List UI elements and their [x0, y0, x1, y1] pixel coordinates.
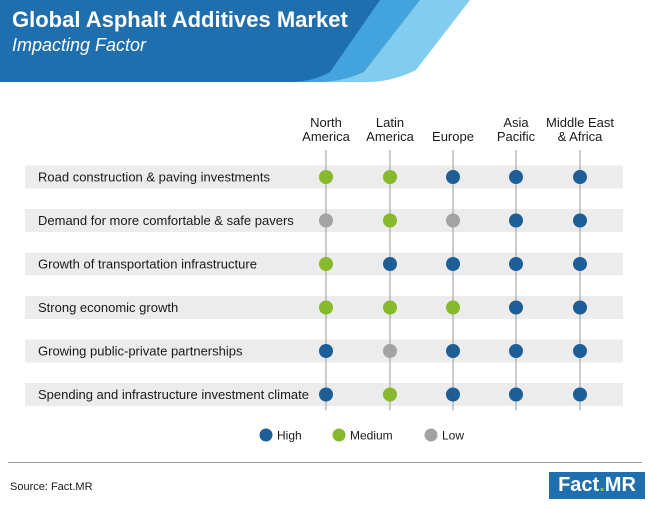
legend-label: Low — [442, 429, 464, 443]
row-bands — [25, 165, 623, 406]
impact-dot-high — [446, 257, 460, 271]
impact-dot-low — [319, 213, 333, 228]
impact-dot-high — [446, 170, 460, 184]
column-header: Middle East — [546, 115, 614, 130]
legend-label: Medium — [350, 429, 393, 443]
row-label: Spending and infrastructure investment c… — [38, 387, 309, 402]
column-header: Europe — [432, 129, 474, 144]
row-label: Demand for more comfortable & safe paver… — [38, 213, 294, 228]
impact-dot-medium — [319, 300, 333, 315]
column-header: North — [310, 115, 342, 130]
impact-dot-high — [509, 300, 523, 315]
impact-dot-high — [573, 170, 587, 184]
row-label: Strong economic growth — [38, 300, 178, 315]
impact-dot-medium — [319, 257, 333, 271]
legend-swatch-medium — [332, 428, 346, 442]
impact-dot-high — [573, 344, 587, 358]
source-note: Source: Fact.MR — [10, 481, 93, 493]
impact-dot-high — [446, 387, 460, 402]
impact-dot-high — [573, 213, 587, 228]
column-header: Pacific — [497, 129, 536, 144]
title-banner — [0, 0, 470, 82]
impact-dot-high — [446, 344, 460, 358]
row-label: Road construction & paving investments — [38, 170, 270, 185]
impact-dot-high — [319, 387, 333, 402]
impact-dot-medium — [383, 213, 397, 228]
impact-dot-medium — [383, 387, 397, 402]
column-lines — [325, 150, 581, 411]
column-header: & Africa — [558, 129, 604, 144]
chart-title: Global Asphalt Additives Market — [12, 7, 348, 32]
impact-dot-high — [573, 300, 587, 315]
impact-dot-high — [383, 257, 397, 271]
impact-dot-high — [509, 387, 523, 402]
legend-swatch-low — [424, 428, 438, 442]
chart-subtitle: Impacting Factor — [12, 35, 147, 55]
logo-text-mr: MR — [604, 474, 636, 496]
impact-dot-high — [573, 257, 587, 271]
impact-dot-medium — [319, 170, 333, 184]
impact-dot-medium — [383, 170, 397, 184]
factmr-logo: Fact.MR — [549, 472, 645, 499]
logo-text-dot: . — [599, 474, 605, 496]
impact-dot-high — [573, 387, 587, 402]
column-header: Latin — [376, 115, 404, 130]
row-label: Growing public-private partnerships — [38, 344, 243, 359]
banner-stripe-dark — [0, 0, 380, 82]
impact-dot-medium — [383, 300, 397, 315]
impact-dot-high — [319, 344, 333, 358]
impact-dot-low — [446, 213, 460, 228]
impact-dot-high — [509, 344, 523, 358]
legend-label: High — [277, 429, 302, 443]
logo-text-fact: Fact — [558, 474, 600, 496]
column-header: America — [366, 129, 414, 144]
column-header: America — [302, 129, 350, 144]
impact-dots — [319, 170, 587, 402]
row-label: Growth of transportation infrastructure — [38, 257, 257, 272]
impact-dot-low — [383, 344, 397, 358]
impact-dot-high — [509, 257, 523, 271]
impact-dot-high — [509, 213, 523, 228]
impact-dot-medium — [446, 300, 460, 315]
legend: High Medium Low — [259, 428, 464, 443]
legend-swatch-high — [259, 428, 273, 442]
footer-divider — [8, 462, 642, 463]
column-header: Asia — [503, 115, 529, 130]
row-labels: Road construction & paving investments De… — [38, 170, 309, 403]
impact-dot-high — [509, 170, 523, 184]
